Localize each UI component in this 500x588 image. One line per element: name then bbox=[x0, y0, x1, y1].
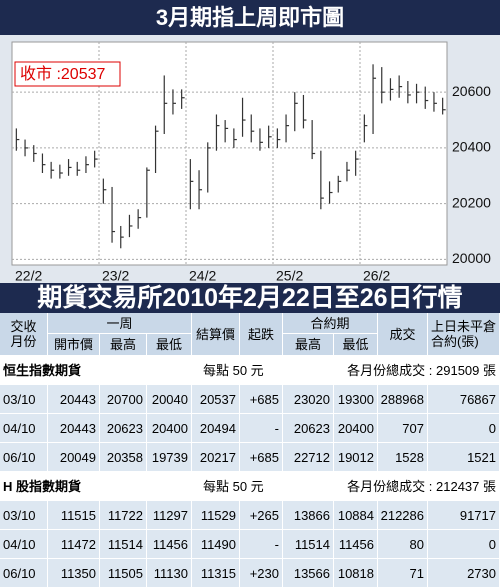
table-cell: 20049 bbox=[48, 443, 100, 472]
table-cell: 11529 bbox=[192, 501, 240, 530]
table-cell: 212286 bbox=[378, 501, 428, 530]
table-cell: 03/10 bbox=[0, 501, 48, 530]
table-cell: 20217 bbox=[192, 443, 240, 472]
x-tick-label: 24/2 bbox=[189, 268, 216, 283]
x-tick-label: 23/2 bbox=[102, 268, 129, 283]
x-tick-label: 25/2 bbox=[276, 268, 303, 283]
table-cell: +265 bbox=[240, 501, 283, 530]
table-cell: 11514 bbox=[283, 530, 334, 559]
table-cell: 20040 bbox=[147, 385, 192, 414]
header-cell: 上日未平倉 合約(張) bbox=[428, 313, 500, 356]
table-cell: 11515 bbox=[48, 501, 100, 530]
table-cell: 23020 bbox=[283, 385, 334, 414]
section-name: 恒生指數期貨 bbox=[0, 356, 200, 385]
table-cell: +685 bbox=[240, 443, 283, 472]
annotation: 收市 :20537 bbox=[20, 65, 105, 83]
table-cell: 19300 bbox=[334, 385, 378, 414]
section-point: 每點 50 元 bbox=[200, 356, 300, 385]
table-cell: 20400 bbox=[147, 414, 192, 443]
header-cell: 最低 bbox=[334, 334, 378, 356]
table-cell: 0 bbox=[428, 414, 500, 443]
section-point: 每點 50 元 bbox=[200, 472, 300, 501]
table-cell: 11722 bbox=[100, 501, 147, 530]
section-total: 各月份總成交 : 291509 張 bbox=[300, 356, 500, 385]
table-cell: 11505 bbox=[100, 559, 147, 588]
table-cell: 20358 bbox=[100, 443, 147, 472]
header-cell: 結算價 bbox=[192, 313, 240, 356]
y-tick-label: 20600 bbox=[452, 83, 491, 99]
table-cell: 20443 bbox=[48, 385, 100, 414]
table-cell: 20494 bbox=[192, 414, 240, 443]
table-cell: 11297 bbox=[147, 501, 192, 530]
table-cell: 10818 bbox=[334, 559, 378, 588]
table-cell: 03/10 bbox=[0, 385, 48, 414]
table-cell: 20700 bbox=[100, 385, 147, 414]
table-cell: +230 bbox=[240, 559, 283, 588]
table-cell: 11456 bbox=[334, 530, 378, 559]
table-cell: 11456 bbox=[147, 530, 192, 559]
table-cell: 11490 bbox=[192, 530, 240, 559]
annotation-box bbox=[14, 61, 121, 87]
table-cell: 1521 bbox=[428, 443, 500, 472]
header-cell: 最低 bbox=[147, 334, 192, 356]
table-cell: 707 bbox=[378, 414, 428, 443]
table-cell: 11130 bbox=[147, 559, 192, 588]
header-cell: 最高 bbox=[283, 334, 334, 356]
table-cell: +685 bbox=[240, 385, 283, 414]
header-cell: 合約期 bbox=[283, 313, 378, 334]
header-cell: 最高 bbox=[100, 334, 147, 356]
table-cell: 2730 bbox=[428, 559, 500, 588]
table-cell: 19739 bbox=[147, 443, 192, 472]
y-tick-label: 20200 bbox=[452, 194, 491, 210]
y-tick-label: 20000 bbox=[452, 250, 491, 266]
header-cell: 交收 月份 bbox=[0, 313, 48, 356]
section-name: H 股指數期貨 bbox=[0, 472, 200, 501]
x-tick-label: 22/2 bbox=[15, 268, 42, 283]
header-cell: 開市價 bbox=[48, 334, 100, 356]
table-cell: 20623 bbox=[283, 414, 334, 443]
table-cell: 288968 bbox=[378, 385, 428, 414]
chart: 20000 20200 20400 20600 22/2 23/2 24/2 25/2 26/2… bbox=[0, 35, 500, 283]
table-cell: 20400 bbox=[334, 414, 378, 443]
table-cell: - bbox=[240, 530, 283, 559]
table-cell: 80 bbox=[378, 530, 428, 559]
table-cell: - bbox=[240, 414, 283, 443]
table: 交收 月份 一周 開市價 最高 最低 結算價 起跌 合約期 最高 最低 成交 上日未平倉 合約(張) 恒… bbox=[0, 313, 500, 588]
table-cell: 20537 bbox=[192, 385, 240, 414]
section-total: 各月份總成交 : 212437 張 bbox=[300, 472, 500, 501]
header-cell: 成交 bbox=[378, 313, 428, 356]
table-cell: 11472 bbox=[48, 530, 100, 559]
chart-title: 3月期指上周即市圖 bbox=[0, 0, 500, 35]
table-cell: 91717 bbox=[428, 501, 500, 530]
header-cell: 一周 bbox=[48, 313, 192, 334]
table-cell: 06/10 bbox=[0, 443, 48, 472]
table-cell: 22712 bbox=[283, 443, 334, 472]
table-cell: 11350 bbox=[48, 559, 100, 588]
table-cell: 13566 bbox=[283, 559, 334, 588]
header-cell: 起跌 bbox=[240, 313, 283, 356]
table-cell: 1528 bbox=[378, 443, 428, 472]
table-cell: 13866 bbox=[283, 501, 334, 530]
table-cell: 76867 bbox=[428, 385, 500, 414]
x-tick-label: 26/2 bbox=[363, 268, 390, 283]
table-cell: 04/10 bbox=[0, 530, 48, 559]
y-tick-label: 20400 bbox=[452, 139, 491, 155]
table-cell: 11514 bbox=[100, 530, 147, 559]
table-cell: 19012 bbox=[334, 443, 378, 472]
table-title: 期貨交易所2010年2月22日至26日行情 bbox=[0, 283, 500, 313]
table-cell: 10884 bbox=[334, 501, 378, 530]
table-cell: 04/10 bbox=[0, 414, 48, 443]
table-cell: 20623 bbox=[100, 414, 147, 443]
table-cell: 20443 bbox=[48, 414, 100, 443]
table-cell: 11315 bbox=[192, 559, 240, 588]
table-cell: 0 bbox=[428, 530, 500, 559]
table-cell: 71 bbox=[378, 559, 428, 588]
table-cell: 06/10 bbox=[0, 559, 48, 588]
